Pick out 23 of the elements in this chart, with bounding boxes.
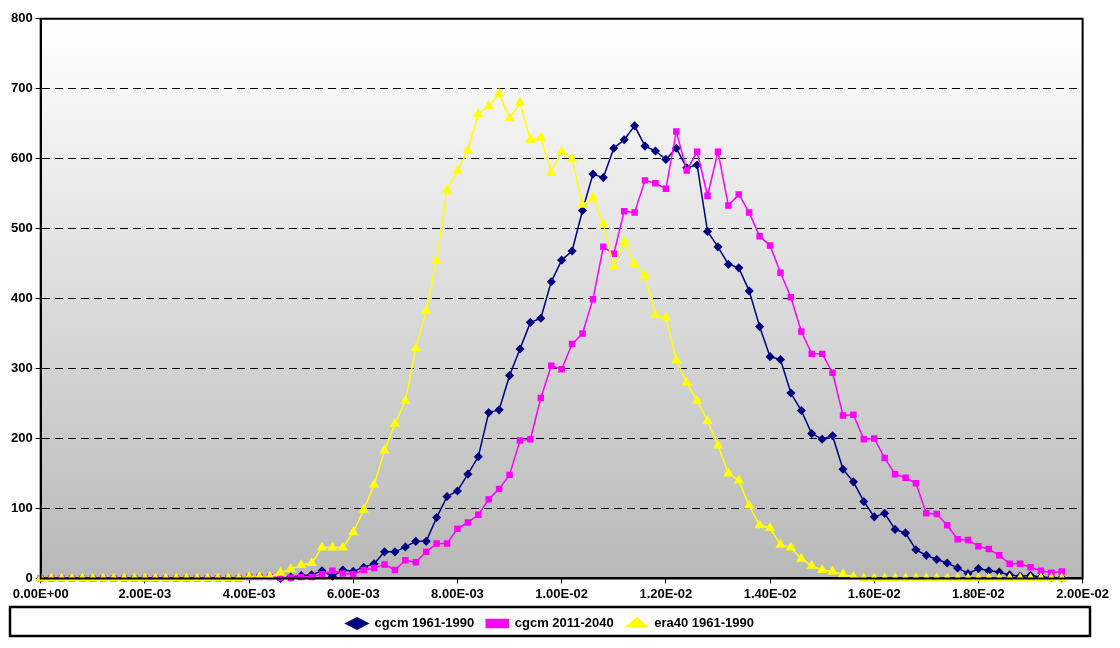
legend-label: cgcm 1961-1990: [374, 615, 475, 631]
x-tick-label: 1.80E-02: [952, 585, 1005, 601]
legend-label: era40 1961-1990: [654, 615, 755, 631]
y-tick-label: 100: [10, 500, 33, 516]
x-tick-label: 1.00E-02: [535, 585, 589, 601]
x-tick-label: 1.60E-02: [847, 585, 901, 601]
y-tick-label: 400: [10, 290, 33, 306]
y-tick-label: 800: [10, 10, 33, 26]
y-tick-label: 200: [10, 430, 33, 446]
x-tick-label: 4.00E-03: [222, 585, 276, 601]
x-tick-label: 6.00E-03: [326, 585, 380, 601]
x-tick-label: 2.00E-02: [1056, 585, 1109, 601]
legend-label: cgcm 2011-2040: [514, 615, 614, 631]
x-tick-label: 1.20E-02: [639, 585, 693, 601]
x-tick-label: 2.00E-03: [118, 585, 172, 601]
x-tick-label: 8.00E-03: [431, 585, 484, 601]
y-tick-label: 700: [10, 80, 33, 96]
y-tick-label: 0: [25, 569, 33, 585]
x-tick-label: 0.00E+00: [12, 585, 69, 601]
x-tick-label: 1.40E-02: [743, 585, 797, 601]
y-tick-label: 500: [10, 220, 33, 236]
y-tick-label: 300: [10, 360, 33, 376]
y-tick-label: 600: [10, 150, 33, 166]
